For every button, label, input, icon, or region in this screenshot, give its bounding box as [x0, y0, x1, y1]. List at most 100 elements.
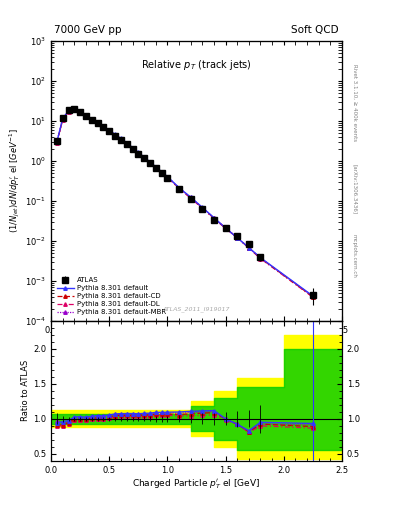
Text: ATLAS_2011_I919017: ATLAS_2011_I919017	[163, 307, 230, 312]
Pythia 8.301 default-MBR	[310, 293, 315, 300]
Pythia 8.301 default-DL	[153, 164, 158, 170]
Pythia 8.301 default-CD	[211, 215, 216, 221]
Pythia 8.301 default	[148, 159, 152, 165]
Pythia 8.301 default-CD	[153, 164, 158, 170]
Pythia 8.301 default-MBR	[153, 164, 158, 170]
Pythia 8.301 default-DL	[124, 140, 129, 146]
Pythia 8.301 default	[78, 108, 83, 114]
Pythia 8.301 default-CD	[72, 106, 77, 113]
Line: Pythia 8.301 default-DL: Pythia 8.301 default-DL	[55, 108, 314, 299]
Pythia 8.301 default-CD	[78, 109, 83, 115]
Pythia 8.301 default-DL	[159, 169, 164, 176]
Pythia 8.301 default-DL	[177, 185, 182, 191]
Pythia 8.301 default	[61, 115, 65, 121]
Pythia 8.301 default-DL	[72, 106, 77, 113]
Pythia 8.301 default-DL	[55, 140, 59, 146]
Pythia 8.301 default-DL	[223, 225, 228, 231]
Pythia 8.301 default-MBR	[78, 109, 83, 115]
Pythia 8.301 default	[310, 293, 315, 299]
Pythia 8.301 default-DL	[66, 109, 71, 115]
Pythia 8.301 default-CD	[95, 120, 100, 126]
Pythia 8.301 default	[101, 123, 106, 130]
Pythia 8.301 default	[66, 108, 71, 114]
Pythia 8.301 default	[258, 254, 263, 261]
Text: Relative $p_T$ (track jets): Relative $p_T$ (track jets)	[141, 58, 252, 72]
Pythia 8.301 default-CD	[119, 136, 123, 142]
Text: [arXiv:1306.3436]: [arXiv:1306.3436]	[352, 164, 357, 215]
Pythia 8.301 default-MBR	[55, 138, 59, 144]
Pythia 8.301 default-MBR	[200, 204, 205, 210]
Pythia 8.301 default-MBR	[61, 116, 65, 122]
Pythia 8.301 default	[113, 132, 118, 138]
Pythia 8.301 default-DL	[188, 195, 193, 201]
Pythia 8.301 default-CD	[130, 145, 135, 151]
Pythia 8.301 default-MBR	[159, 169, 164, 175]
Pythia 8.301 default-MBR	[258, 255, 263, 261]
Pythia 8.301 default-DL	[130, 145, 135, 152]
Pythia 8.301 default-DL	[148, 160, 152, 166]
Pythia 8.301 default-DL	[246, 245, 251, 251]
Pythia 8.301 default-MBR	[142, 154, 147, 160]
Text: 7000 GeV pp: 7000 GeV pp	[54, 26, 121, 35]
Line: Pythia 8.301 default: Pythia 8.301 default	[55, 107, 314, 297]
Pythia 8.301 default-DL	[78, 109, 83, 115]
Pythia 8.301 default-CD	[148, 159, 152, 165]
Pythia 8.301 default-CD	[84, 113, 88, 119]
Pythia 8.301 default-CD	[159, 169, 164, 175]
Pythia 8.301 default	[72, 106, 77, 112]
Pythia 8.301 default-CD	[310, 294, 315, 300]
Pythia 8.301 default-MBR	[119, 136, 123, 142]
Pythia 8.301 default-DL	[113, 132, 118, 138]
Pythia 8.301 default-CD	[142, 155, 147, 161]
Pythia 8.301 default	[130, 144, 135, 151]
Line: Pythia 8.301 default-MBR: Pythia 8.301 default-MBR	[55, 108, 314, 298]
Pythia 8.301 default-MBR	[90, 116, 94, 122]
Pythia 8.301 default	[119, 135, 123, 141]
X-axis label: Charged Particle $p_T^{\prime}$ el [GeV]: Charged Particle $p_T^{\prime}$ el [GeV]	[132, 477, 261, 491]
Pythia 8.301 default	[136, 150, 141, 156]
Pythia 8.301 default	[177, 185, 182, 191]
Pythia 8.301 default-MBR	[95, 119, 100, 125]
Pythia 8.301 default-CD	[258, 255, 263, 261]
Pythia 8.301 default-CD	[107, 128, 112, 134]
Pythia 8.301 default-MBR	[188, 195, 193, 201]
Pythia 8.301 default-MBR	[107, 127, 112, 134]
Pythia 8.301 default	[107, 127, 112, 134]
Y-axis label: $(1/N_{jet})dN/dp_T^{\prime}$ el $[GeV^{-1}]$: $(1/N_{jet})dN/dp_T^{\prime}$ el $[GeV^{…	[8, 129, 22, 233]
Pythia 8.301 default-MBR	[211, 215, 216, 221]
Pythia 8.301 default-CD	[55, 139, 59, 145]
Pythia 8.301 default	[55, 139, 59, 145]
Pythia 8.301 default-DL	[142, 155, 147, 161]
Pythia 8.301 default-CD	[223, 225, 228, 231]
Pythia 8.301 default-DL	[107, 128, 112, 134]
Pythia 8.301 default	[159, 168, 164, 175]
Pythia 8.301 default-MBR	[66, 108, 71, 114]
Pythia 8.301 default	[211, 215, 216, 221]
Pythia 8.301 default-DL	[235, 234, 240, 241]
Y-axis label: Ratio to ATLAS: Ratio to ATLAS	[21, 360, 30, 421]
Pythia 8.301 default-DL	[90, 117, 94, 123]
Pythia 8.301 default	[165, 174, 170, 180]
Pythia 8.301 default	[153, 164, 158, 170]
Pythia 8.301 default-CD	[113, 132, 118, 138]
Pythia 8.301 default-CD	[235, 234, 240, 241]
Pythia 8.301 default-DL	[95, 120, 100, 126]
Pythia 8.301 default-CD	[188, 195, 193, 201]
Pythia 8.301 default-MBR	[148, 159, 152, 165]
Pythia 8.301 default	[235, 234, 240, 241]
Legend: ATLAS, Pythia 8.301 default, Pythia 8.301 default-CD, Pythia 8.301 default-DL, P: ATLAS, Pythia 8.301 default, Pythia 8.30…	[55, 275, 168, 317]
Pythia 8.301 default-MBR	[177, 185, 182, 191]
Pythia 8.301 default-DL	[258, 255, 263, 262]
Pythia 8.301 default	[200, 204, 205, 210]
Pythia 8.301 default-MBR	[113, 132, 118, 138]
Pythia 8.301 default	[188, 194, 193, 200]
Pythia 8.301 default-DL	[136, 150, 141, 156]
Pythia 8.301 default-DL	[200, 205, 205, 211]
Pythia 8.301 default	[246, 245, 251, 251]
Pythia 8.301 default	[95, 119, 100, 125]
Pythia 8.301 default-MBR	[235, 234, 240, 241]
Pythia 8.301 default-MBR	[84, 113, 88, 119]
Pythia 8.301 default-CD	[136, 150, 141, 156]
Pythia 8.301 default-MBR	[246, 245, 251, 251]
Pythia 8.301 default-DL	[119, 136, 123, 142]
